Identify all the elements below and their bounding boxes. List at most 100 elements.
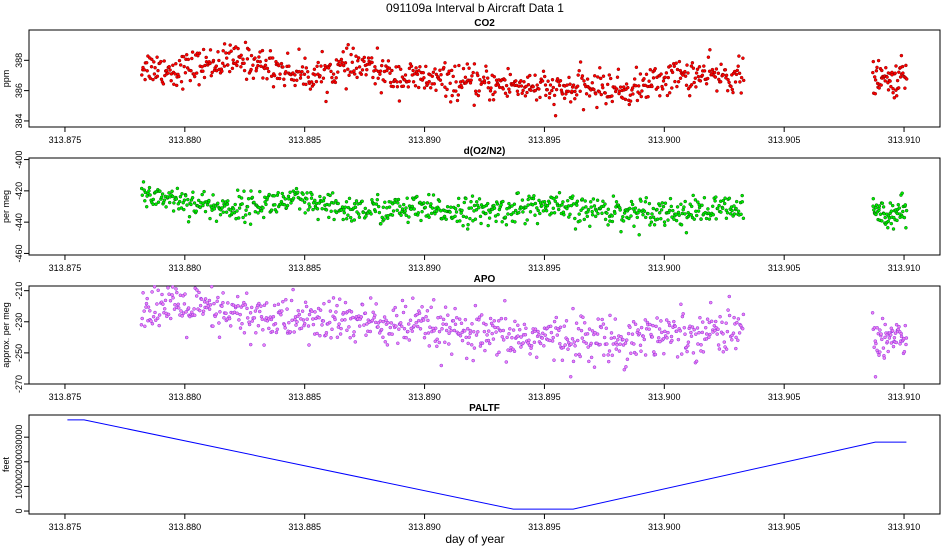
data-point [222,204,227,208]
data-point [377,210,382,215]
data-point [534,98,539,102]
data-point [453,306,457,311]
data-point [512,349,517,354]
data-point [683,69,687,74]
data-point [151,77,155,82]
data-point [421,70,426,75]
data-point [480,341,485,345]
data-point [360,302,365,307]
data-point [884,65,888,70]
data-point [656,85,660,90]
data-point [601,85,605,90]
data-point [387,205,392,209]
data-point [571,194,575,198]
data-point [602,335,607,340]
data-point [516,92,520,97]
x-tick-label: 313.890 [408,263,441,273]
data-point [404,335,408,340]
data-point [444,328,449,333]
data-point [444,94,448,98]
data-point [536,208,540,213]
data-point [544,208,549,213]
data-point [634,83,638,88]
data-point [379,222,383,226]
data-point [240,321,244,326]
data-point [216,201,220,206]
data-point [269,317,274,322]
data-point [737,331,742,335]
data-point [715,89,719,93]
data-point [541,209,546,213]
data-point [153,65,157,70]
data-point [400,298,405,303]
data-point [718,79,723,84]
data-point [648,215,653,220]
data-point [552,196,556,201]
data-point [222,42,227,46]
data-point [256,211,260,215]
data-point [409,207,413,212]
data-point [552,102,556,107]
data-point [238,326,243,330]
data-point [300,198,305,202]
data-point [893,71,897,75]
data-point [388,71,392,75]
data-point [890,329,895,333]
data-point [299,73,303,77]
data-point [479,221,483,226]
data-point [474,92,478,96]
data-points [139,180,909,237]
y-tick-label: 384 [14,113,24,128]
data-point [474,333,479,337]
data-point [618,208,622,212]
data-point [728,212,733,216]
data-point [238,312,242,317]
data-point [614,87,619,91]
data-point [517,210,521,215]
data-point [453,214,457,219]
data-point [235,63,239,68]
data-point [554,315,559,320]
data-point [717,347,722,351]
data-point [353,205,358,210]
data-point [662,220,667,224]
data-point [273,321,278,326]
data-point [727,294,732,299]
data-point [658,203,662,208]
data-point [319,80,324,84]
data-point [643,353,648,357]
data-point [270,56,275,60]
data-point [465,227,470,231]
data-point [634,352,638,356]
data-point [190,56,194,61]
data-point [246,196,251,201]
data-point [713,75,718,79]
data-point [333,80,338,85]
data-point [150,57,154,62]
data-point [347,73,351,78]
data-point [273,203,277,207]
data-point [349,310,354,314]
data-point [312,67,317,72]
data-point [438,78,443,82]
data-point [152,60,156,64]
data-point [484,64,488,68]
data-point [284,69,288,74]
data-point [385,343,390,347]
data-point [565,198,570,203]
data-point [711,212,716,217]
data-point [738,80,742,84]
data-point [611,194,616,198]
data-point [291,287,295,292]
data-point [343,61,348,65]
data-point [373,82,377,86]
data-point [507,87,511,91]
data-point [331,296,336,300]
data-point [264,301,269,305]
data-point [205,301,210,305]
data-point [724,321,728,325]
data-point [417,311,422,315]
data-point [523,221,527,226]
x-tick-label: 313.910 [888,263,921,273]
data-point [423,205,428,210]
